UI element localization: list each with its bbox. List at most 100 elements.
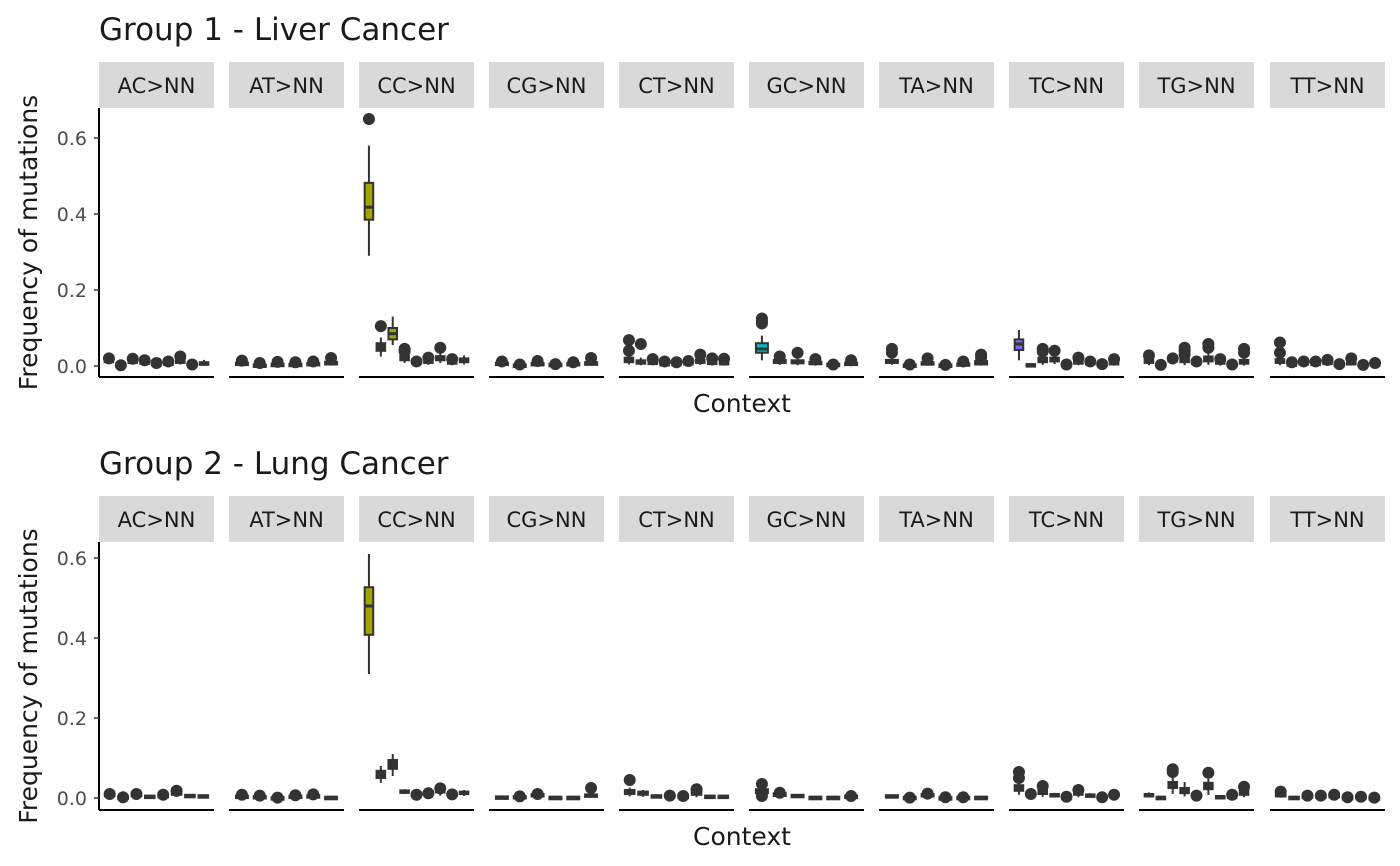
box-7	[1354, 790, 1367, 803]
outlier-point	[1072, 784, 1085, 796]
outlier-point	[1190, 355, 1203, 368]
outlier-point	[623, 774, 636, 786]
outlier-point	[1036, 345, 1049, 358]
box-3	[920, 787, 935, 800]
box-4	[808, 353, 823, 366]
box-1	[494, 795, 509, 800]
box-4	[288, 356, 303, 369]
facet-strip	[229, 496, 344, 542]
box-5	[826, 358, 841, 371]
outlier-point	[1166, 766, 1179, 778]
outlier-point	[1321, 353, 1334, 366]
box-6	[1341, 791, 1354, 804]
box-3	[530, 355, 545, 368]
outlier-point	[921, 787, 934, 800]
outlier-point	[791, 346, 804, 359]
box-6	[844, 790, 859, 802]
outlier-point	[102, 352, 115, 365]
box-1	[103, 788, 116, 800]
facet-strip-label: CC>NN	[377, 74, 455, 98]
outlier-point	[809, 353, 822, 366]
box-5	[956, 355, 971, 368]
box-2	[1024, 788, 1037, 800]
facet-strip	[1009, 62, 1124, 108]
outlier-point	[1368, 791, 1381, 804]
box-7	[1084, 793, 1096, 798]
facet-at-nn: AT>NN	[229, 62, 344, 378]
box-5	[157, 788, 170, 801]
box-5	[956, 791, 971, 804]
box-4	[938, 358, 953, 371]
outlier-point	[1357, 358, 1370, 371]
box-6	[422, 351, 435, 365]
box-2	[902, 791, 917, 804]
box-8	[186, 358, 199, 371]
box-9	[718, 352, 731, 366]
box-1	[494, 355, 509, 368]
facet-tg-nn: TG>NN	[1139, 62, 1254, 378]
box-3	[387, 754, 399, 776]
outlier-point	[531, 788, 544, 800]
box-8	[1226, 358, 1239, 371]
outlier-point	[1096, 358, 1109, 371]
facet-gc-nn: GC>NN	[749, 62, 864, 378]
box-3	[1036, 342, 1049, 365]
facet-ct-nn: CT>NN	[619, 62, 734, 378]
outlier-point	[495, 355, 508, 368]
facet-tc-nn: TC>NN	[1009, 496, 1124, 811]
box-1	[362, 113, 375, 256]
x-axis-label: Context	[693, 389, 791, 418]
outlier-point	[957, 791, 970, 804]
box-1	[1274, 785, 1287, 798]
outlier-point	[1285, 356, 1298, 369]
outlier-point	[646, 353, 659, 366]
outlier-point	[921, 352, 934, 365]
facet-at-nn: AT>NN	[229, 496, 344, 811]
outlier-point	[1314, 789, 1327, 802]
outlier-point	[362, 113, 375, 125]
facet-strip-label: TT>NN	[1289, 74, 1364, 98]
box-7	[1214, 353, 1227, 366]
facet-strip	[99, 496, 214, 542]
box-3	[126, 352, 139, 365]
box-body	[363, 181, 375, 221]
outlier-point	[903, 358, 916, 371]
facet-cg-nn: CG>NN	[489, 496, 604, 811]
facet-ac-nn: AC>NN	[99, 496, 214, 811]
outlier-point	[289, 789, 302, 802]
box-3	[1297, 355, 1310, 368]
box-3	[790, 793, 805, 799]
outlier-point	[1333, 358, 1346, 371]
box-3	[650, 794, 663, 799]
box-5	[306, 355, 321, 368]
box-2	[374, 320, 387, 357]
outlier-point	[773, 786, 786, 799]
y-tick-label: 0.0	[57, 788, 87, 810]
facet-strip-label: AT>NN	[249, 74, 324, 98]
y-tick-label: 0.0	[57, 356, 87, 378]
outlier-point	[1341, 791, 1354, 804]
box-4	[663, 789, 676, 802]
outlier-point	[253, 789, 266, 802]
outlier-point	[186, 358, 199, 371]
box-6	[1333, 358, 1346, 371]
outlier-point	[235, 788, 248, 801]
outlier-point	[531, 355, 544, 368]
outlier-point	[1309, 355, 1322, 368]
outlier-point	[253, 356, 266, 369]
facet-strip	[99, 62, 214, 108]
box-4	[398, 342, 411, 363]
facet-strip	[359, 496, 474, 542]
facet-strip-label: CT>NN	[638, 74, 715, 98]
facet-cc-nn: CC>NN	[359, 62, 474, 378]
outlier-point	[1060, 358, 1073, 371]
box-5	[1190, 355, 1203, 368]
y-tick-label: 0.2	[57, 708, 87, 730]
outlier-point	[307, 355, 320, 368]
outlier-point	[1096, 791, 1109, 804]
facet-strip	[879, 62, 994, 108]
box-9	[1369, 356, 1382, 369]
box-9	[1108, 353, 1121, 366]
box-4	[138, 354, 151, 367]
facet-strip-label: TG>NN	[1156, 508, 1235, 532]
